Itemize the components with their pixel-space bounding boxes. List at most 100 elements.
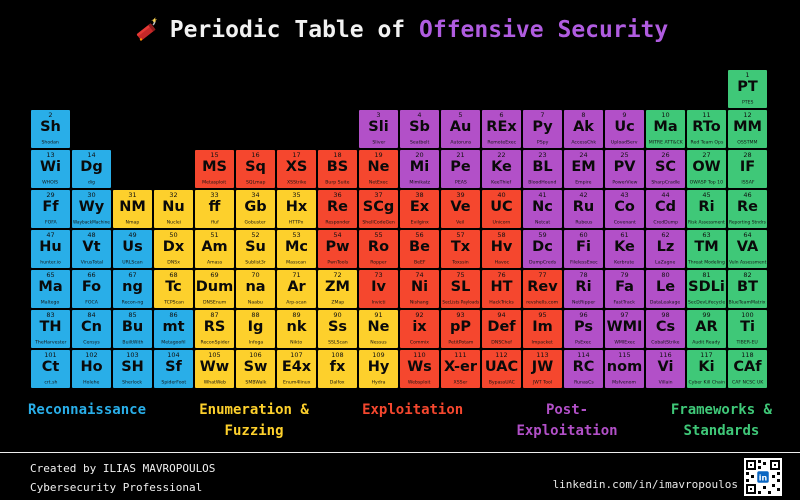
element-symbol: Am [201,238,228,255]
element-symbol: Ma [653,118,678,135]
element-cell: 36 Re Responder [318,190,357,228]
element-name: PwnTools [327,259,348,265]
element-number: 69 [210,271,219,279]
element-cell: 118 CAf CAF NCSC UK [728,350,767,388]
element-cell: 91 Ne Nessus [359,310,398,348]
element-symbol: PT [737,78,758,95]
element-cell: 104 Sf SpiderFoot [154,350,193,388]
element-name: ZMap [331,299,344,305]
element-cell: 52 Su Sublist3r [236,230,275,268]
element-symbol: EM [571,158,596,175]
element-cell: 15 MS Metasploit [195,150,234,188]
element-symbol: Ro [367,238,390,255]
element-number: 10 [661,111,670,119]
element-number: 19 [374,151,383,159]
element-number: 74 [415,271,424,279]
element-name: Responder [325,219,350,225]
element-number: 59 [538,231,547,239]
element-cell: 111 X-er XSSer [441,350,480,388]
element-symbol: E4x [281,358,312,375]
element-name: HackTricks [489,299,514,305]
footer-subtitle: Cybersecurity Professional [30,480,203,494]
element-cell: 67 ng Recon-ng [113,270,152,308]
element-cell: 98 Cs CobaltStrike [646,310,685,348]
element-symbol: Mc [284,238,309,255]
element-name: JWT Tool [532,379,553,385]
legend-item-exploit: Exploitation [362,402,464,418]
element-name: BlueTeamMatrix [729,299,766,305]
element-symbol: Cs [655,318,676,335]
element-name: Nuclei [166,219,181,225]
element-symbol: ff [208,198,221,215]
element-number: 60 [579,231,588,239]
element-cell: 33 ff ffuf [195,190,234,228]
element-symbol: MS [202,158,227,175]
element-name: XSSer [453,379,468,385]
element-symbol: pP [449,318,471,335]
element-number: 71 [292,271,301,279]
element-number: 37 [374,191,383,199]
element-cell: 11 RTo Red Team Ops [687,110,726,148]
element-symbol: SH [121,358,144,375]
element-number: 92 [415,311,424,319]
element-cell: 30 Wy WaybackMachine [72,190,111,228]
element-cell: 97 WMI WMIExec [605,310,644,348]
element-name: Cyber Kill Chain [688,379,725,385]
element-name: LaZagne [655,259,676,265]
element-name: Dalfox [330,379,345,385]
element-name: DNSEnum [202,299,227,305]
element-symbol: REx [486,118,517,135]
element-number: 93 [456,311,465,319]
element-name: Rubeus [574,219,593,225]
element-symbol: Re [327,198,348,215]
element-cell: 83 TH TheHarvester [31,310,70,348]
element-cell: 94 Def DNSChef [482,310,521,348]
element-cell: 86 mt Metagoofil [154,310,193,348]
element-symbol: Sf [165,358,182,375]
element-cell: 49 Us URLScan [113,230,152,268]
element-name: Risk Assessment [688,219,725,225]
element-cell: 10 Ma MITRE ATT&CK [646,110,685,148]
element-symbol: SL [450,278,471,295]
element-number: 73 [374,271,383,279]
element-symbol: nk [286,318,307,335]
element-number: 33 [210,191,219,199]
element-name: VirusTotal [80,259,103,265]
element-number: 45 [702,191,711,199]
element-name: ISSAF [740,179,755,185]
element-symbol: Dg [80,158,103,175]
element-cell: 101 Ct crt.sh [31,350,70,388]
element-name: Nmap [125,219,140,225]
element-symbol: Ho [80,358,103,375]
element-number: 102 [85,351,98,359]
element-cell: 12 MM OSSTMM [728,110,767,148]
element-cell: 27 OW OWASP Top 10 [687,150,726,188]
element-symbol: TH [39,318,62,335]
element-cell: 72 ZM ZMap [318,270,357,308]
element-cell: 53 Mc Masscan [277,230,316,268]
element-number: 66 [87,271,96,279]
element-name: Burp Suite [325,179,350,185]
element-name: TIBER-EU [736,339,759,345]
element-name: crt.sh [43,379,58,385]
element-number: 3 [376,111,381,119]
element-cell: 63 TM Threat Modeling [687,230,726,268]
element-number: 83 [46,311,55,319]
element-cell: 99 AR Audit Ready [687,310,726,348]
element-number: 80 [661,271,670,279]
element-cell: 7 Py PSpy [523,110,562,148]
element-number: 51 [210,231,219,239]
element-name: Metasploit [202,179,227,185]
element-number: 87 [210,311,219,319]
element-cell: 78 Ri NetRipper [564,270,603,308]
element-cell: 32 Nu Nuclei [154,190,193,228]
element-symbol: Ws [407,358,432,375]
element-cell: 88 Ig Infoga [236,310,275,348]
element-cell: 40 UC Unicorn [482,190,521,228]
element-number: 32 [169,191,178,199]
element-cell: 70 na Naabu [236,270,275,308]
element-name: CAF NCSC UK [731,379,764,385]
element-cell: 74 Ni Nishang [400,270,439,308]
element-symbol: TM [694,238,719,255]
element-number: 94 [497,311,506,319]
